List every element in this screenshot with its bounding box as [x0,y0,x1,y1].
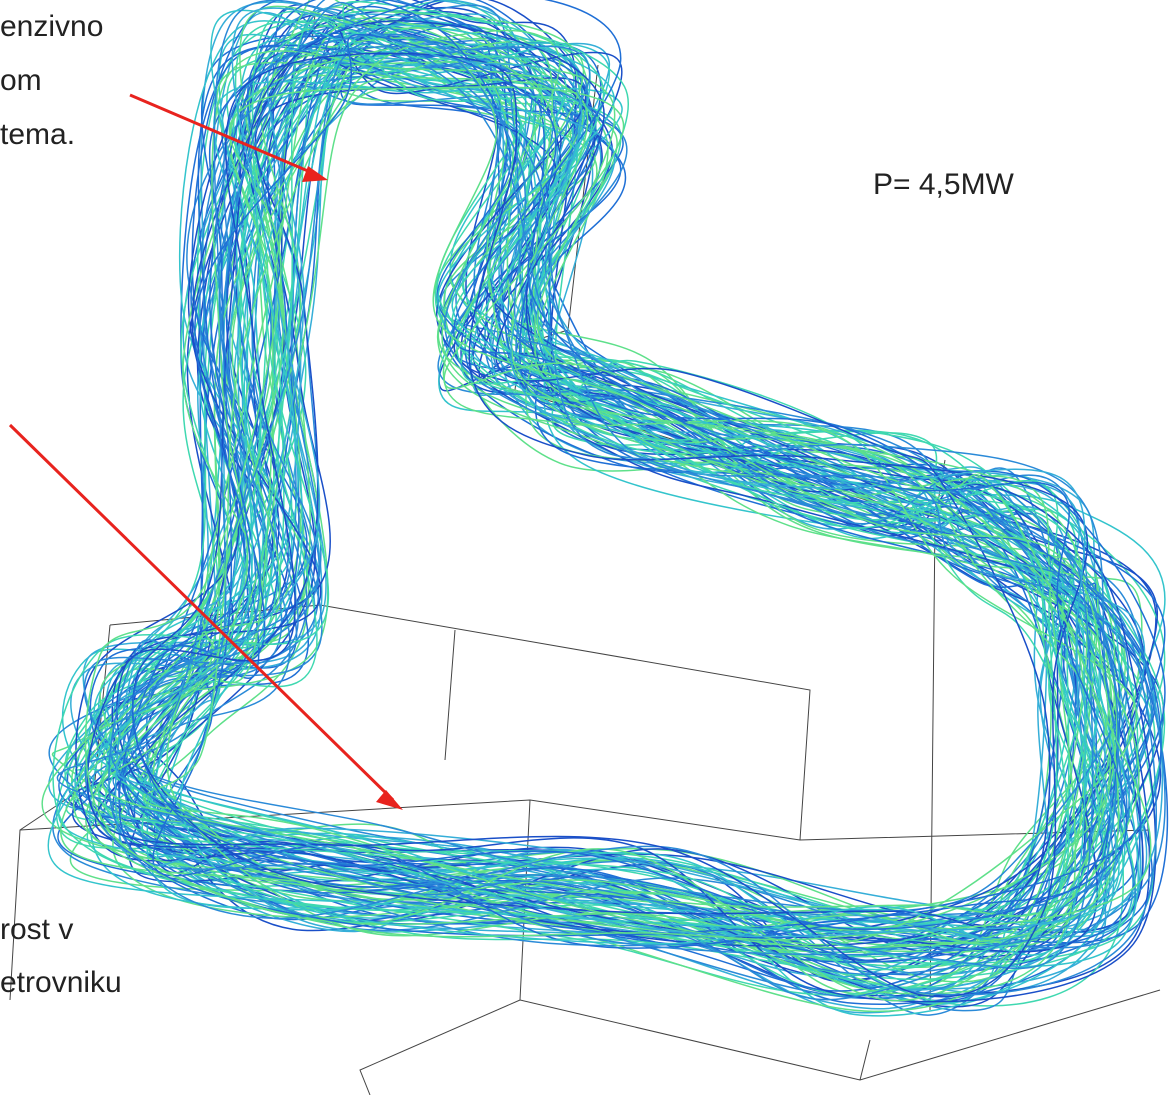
arrow-head [376,790,403,810]
streamlines [42,0,1167,1016]
power-label: P= 4,5MW [873,170,1014,200]
annotation: tema. [0,120,75,150]
annotation: rost v [0,915,73,945]
annotation: etrovniku [0,968,122,998]
annotation: enzivno [0,12,103,42]
slide: enzivno om tema. P= 4,5MW rost v etrovni… [0,0,1171,1095]
streamline-view [0,0,1171,1095]
arrows [10,95,403,810]
annotation: om [0,66,42,96]
arrow-head [302,166,328,182]
